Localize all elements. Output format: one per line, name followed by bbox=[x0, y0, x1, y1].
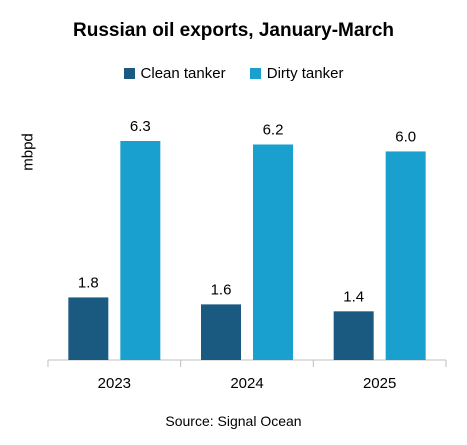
bar-dirty-2025 bbox=[385, 151, 426, 360]
bar-clean-2024 bbox=[201, 304, 241, 360]
data-label-dirty-2025: 6.0 bbox=[395, 128, 416, 145]
legend-label-clean: Clean tanker bbox=[140, 64, 226, 82]
legend-label-dirty: Dirty tanker bbox=[266, 64, 344, 82]
source-note: Source: Signal Ocean bbox=[165, 413, 302, 429]
bar-clean-2025 bbox=[333, 311, 374, 360]
legend-item-clean: Clean tanker bbox=[123, 64, 226, 82]
x-tick-label-2024: 2024 bbox=[230, 375, 263, 392]
data-label-clean-2025: 1.4 bbox=[343, 288, 364, 305]
data-label-clean-2023: 1.8 bbox=[78, 274, 99, 291]
legend-item-dirty: Dirty tanker bbox=[249, 64, 344, 82]
legend-swatch-dirty bbox=[249, 67, 261, 79]
bar-clean-2023 bbox=[68, 297, 109, 360]
data-label-clean-2024: 1.6 bbox=[211, 281, 232, 298]
bar-dirty-2023 bbox=[120, 141, 161, 360]
x-tick-label-2025: 2025 bbox=[363, 375, 396, 392]
data-label-dirty-2023: 6.3 bbox=[130, 118, 151, 135]
legend: Clean tanker Dirty tanker bbox=[0, 64, 467, 82]
legend-swatch-clean bbox=[123, 67, 135, 79]
data-label-dirty-2024: 6.2 bbox=[263, 121, 284, 138]
chart-title: Russian oil exports, January-March bbox=[73, 20, 394, 41]
x-tick-label-2023: 2023 bbox=[98, 375, 131, 392]
bar-dirty-2024 bbox=[253, 144, 293, 360]
